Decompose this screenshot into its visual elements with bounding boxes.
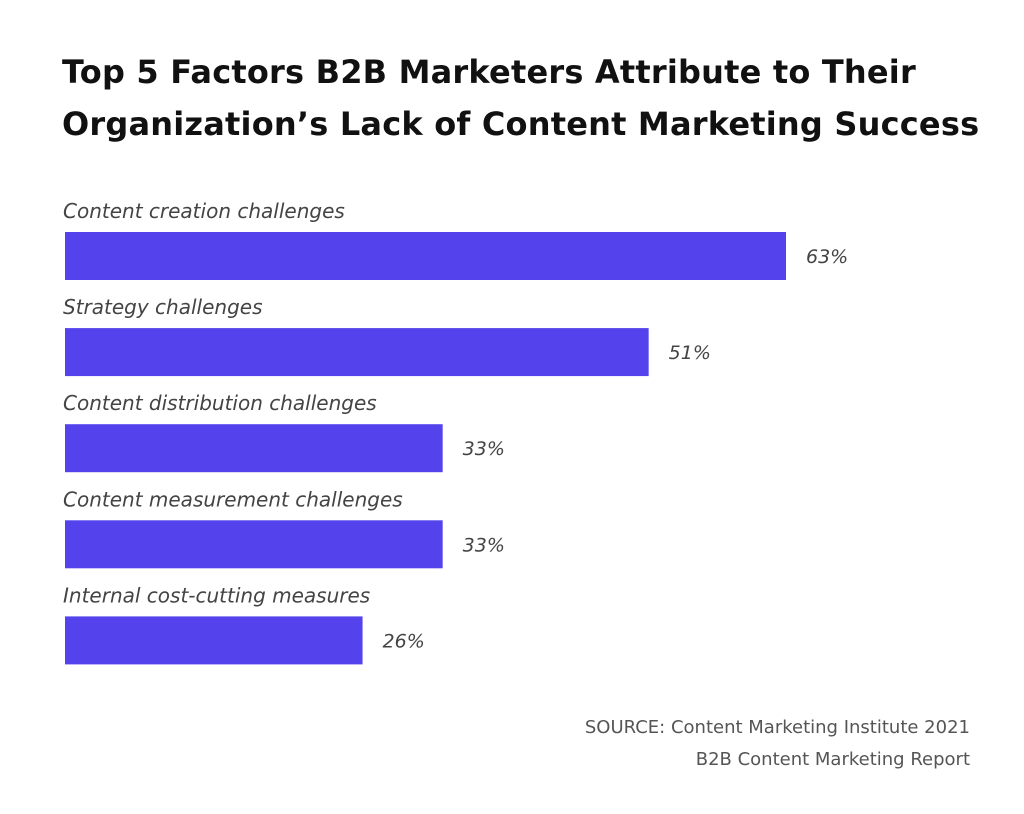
- bar: [65, 424, 443, 473]
- chart-title-line-1: Top 5 Factors B2B Marketers Attribute to…: [62, 53, 916, 91]
- value-label: 51%: [669, 342, 711, 364]
- bar: [65, 520, 443, 569]
- bar: [65, 328, 649, 377]
- chart-title: Top 5 Factors B2B Marketers Attribute to…: [62, 46, 979, 150]
- chart-title-line-2: Organization’s Lack of Content Marketing…: [62, 105, 980, 143]
- category-label: Content distribution challenges: [63, 391, 377, 415]
- source-note: SOURCE: Content Marketing Institute 2021…: [585, 712, 970, 776]
- value-label: 33%: [463, 438, 505, 460]
- bar: [65, 616, 363, 665]
- category-label: Content measurement challenges: [63, 487, 403, 511]
- category-label: Internal cost-cutting measures: [63, 583, 370, 607]
- category-label: Strategy challenges: [63, 295, 263, 319]
- value-label: 26%: [383, 630, 425, 652]
- value-label: 63%: [806, 246, 848, 268]
- source-line-2: B2B Content Marketing Report: [695, 749, 970, 770]
- source-line-1: SOURCE: Content Marketing Institute 2021: [584, 717, 970, 738]
- bar: [65, 232, 786, 280]
- category-label: Content creation challenges: [63, 199, 345, 223]
- value-label: 33%: [463, 534, 505, 556]
